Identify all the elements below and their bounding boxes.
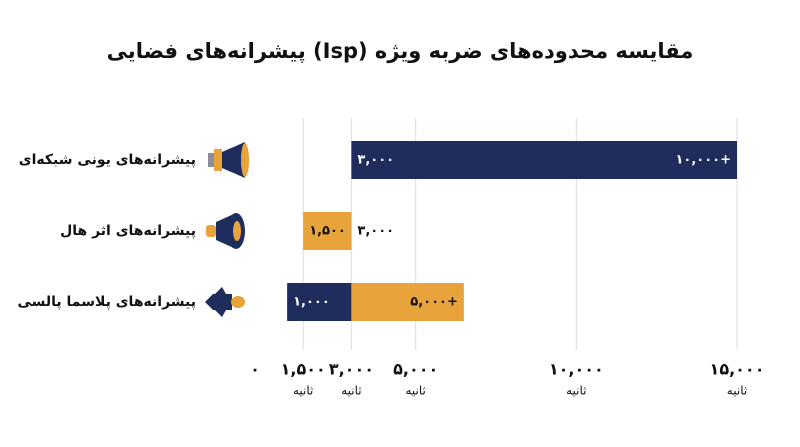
pulsed-plasma-icon bbox=[205, 287, 245, 317]
hall-thruster-icon bbox=[206, 213, 245, 249]
bar-end-label: ۱۰,۰۰۰+ bbox=[675, 153, 731, 168]
bar-end-label: ۳,۰۰۰ bbox=[357, 224, 394, 239]
x-tick-label: ۱۰,۰۰۰ bbox=[549, 360, 604, 379]
category-label: پیشرانه‌های اثر هال bbox=[60, 223, 196, 239]
x-tick-unit: ثانیه bbox=[727, 384, 747, 398]
range-bar bbox=[303, 212, 352, 250]
x-tick-label: ۰ bbox=[250, 360, 260, 379]
x-tick-label: ۱۵,۰۰۰ bbox=[710, 360, 765, 379]
bar-start-label: ۳,۰۰۰ bbox=[357, 153, 394, 168]
bar-end-label: ۵,۰۰۰+ bbox=[410, 295, 458, 310]
chart-title: مقایسه محدوده‌های ضربه ویژه (Isp) پیشران… bbox=[107, 39, 694, 63]
x-tick-label: ۵,۰۰۰ bbox=[393, 360, 438, 379]
ion-thruster-icon bbox=[208, 142, 249, 178]
range-bar bbox=[287, 283, 352, 321]
category-label: پیشرانه‌های پلاسما پالسی bbox=[18, 294, 197, 310]
x-tick-unit: ثانیه bbox=[566, 384, 586, 398]
x-tick-unit: ثانیه bbox=[405, 384, 425, 398]
bar-start-label: ۱,۰۰۰ bbox=[293, 295, 330, 310]
x-tick-unit: ثانیه bbox=[293, 384, 313, 398]
x-tick-label: ۳,۰۰۰ bbox=[329, 360, 374, 379]
range-bar bbox=[351, 141, 737, 179]
category-label: پیشرانه‌های یونی شبکه‌ای bbox=[19, 152, 196, 168]
bar-start-label: ۱,۵۰۰ bbox=[309, 224, 346, 239]
range-bar bbox=[351, 283, 464, 321]
x-tick-unit: ثانیه bbox=[341, 384, 361, 398]
x-tick-label: ۱,۵۰۰ bbox=[281, 360, 326, 379]
